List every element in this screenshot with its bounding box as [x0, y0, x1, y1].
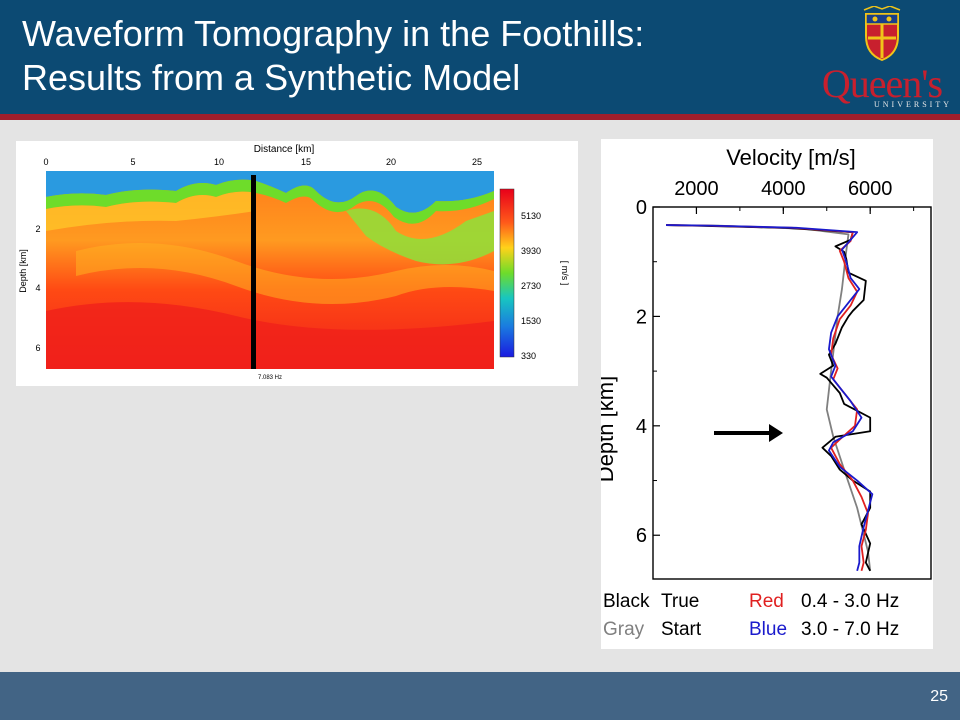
- model-x-tick-10: 10: [214, 157, 224, 167]
- chart-x-tick-6000: 6000: [848, 178, 893, 200]
- velocity-model-figure: Distance [km] 0 5 10 15 20 25 7.083 Hz D…: [18, 144, 570, 381]
- chart-x-tick-2000: 2000: [674, 178, 719, 200]
- chart-y-tick-4: 4: [636, 416, 647, 438]
- page-number: 25: [930, 688, 948, 705]
- series-line-start: [666, 224, 872, 571]
- velocity-profile-chart: Velocity [m/s] 2000 4000 6000 0 2 4 6 Depth […: [593, 145, 932, 580]
- model-y-tick-6: 6: [35, 343, 40, 353]
- plot-frame: [652, 206, 932, 580]
- series-line-3-0-7-0-hz: [666, 224, 874, 572]
- series-line-0-4-3-0-hz: [666, 224, 869, 572]
- colorbar-tick-3930: 3930: [521, 246, 541, 256]
- model-x-tick-15: 15: [301, 157, 311, 167]
- model-y-tick-4: 4: [35, 283, 40, 293]
- chart-y-axis-label: Depth [km]: [601, 376, 618, 482]
- model-field: [46, 171, 494, 369]
- logo-wordmark: Queen's: [821, 61, 943, 106]
- model-x-tick-5: 5: [130, 157, 135, 167]
- velocity-model-panel: Distance [km] 0 5 10 15 20 25 7.083 Hz D…: [16, 141, 578, 386]
- legend-start-label: Start: [661, 619, 702, 640]
- model-x-axis-label: Distance [km]: [254, 144, 315, 155]
- chart-y-tick-2: 2: [636, 306, 647, 328]
- chart-title: Velocity [m/s]: [726, 145, 856, 170]
- slide-header: Waveform Tomography in the Foothills: Re…: [0, 0, 960, 114]
- legend-true-label: True: [661, 591, 700, 612]
- colorbar-unit: [ m/s ]: [560, 261, 570, 286]
- legend-red-label: Red: [749, 591, 784, 612]
- model-y-tick-2: 2: [35, 224, 40, 234]
- chart-y-tick-6: 6: [636, 525, 647, 547]
- model-frequency-label: 7.083 Hz: [258, 375, 282, 381]
- colorbar-tick-2730: 2730: [521, 281, 541, 291]
- legend-high-band: 3.0 - 7.0 Hz: [801, 619, 900, 640]
- model-x-tick-0: 0: [43, 157, 48, 167]
- colorbar: [499, 188, 515, 358]
- colorbar-tick-330: 330: [521, 351, 536, 361]
- slide-title-line-2: Results from a Synthetic Model: [22, 57, 521, 98]
- colorbar-tick-5130: 5130: [521, 211, 541, 221]
- velocity-profile-panel: Velocity [m/s] 2000 4000 6000 0 2 4 6 Depth […: [593, 139, 933, 649]
- model-x-tick-20: 20: [386, 157, 396, 167]
- colorbar-tick-1530: 1530: [521, 316, 541, 326]
- annotation-arrow-icon: [714, 424, 783, 442]
- legend-blue-label: Blue: [749, 619, 788, 640]
- chart-y-tick-0: 0: [636, 197, 647, 219]
- model-y-axis-label: Depth [km]: [18, 249, 28, 293]
- logo-subtitle: UNIVERSITY: [874, 100, 952, 109]
- legend-low-band: 0.4 - 3.0 Hz: [801, 591, 900, 612]
- crest-icon: [863, 6, 901, 62]
- model-x-tick-25: 25: [472, 157, 482, 167]
- slide-footer: 25: [0, 672, 960, 720]
- header-divider: [0, 114, 960, 120]
- legend-gray-label: Gray: [603, 619, 645, 640]
- series-line-true: [666, 224, 872, 572]
- slide-title: Waveform Tomography in the Foothills: Re…: [22, 12, 782, 100]
- slide-title-line-1: Waveform Tomography in the Foothills:: [22, 13, 645, 54]
- chart-x-tick-4000: 4000: [761, 178, 806, 200]
- legend-black-label: Black: [603, 591, 650, 612]
- queens-university-logo: Queen's UNIVERSITY: [808, 6, 956, 110]
